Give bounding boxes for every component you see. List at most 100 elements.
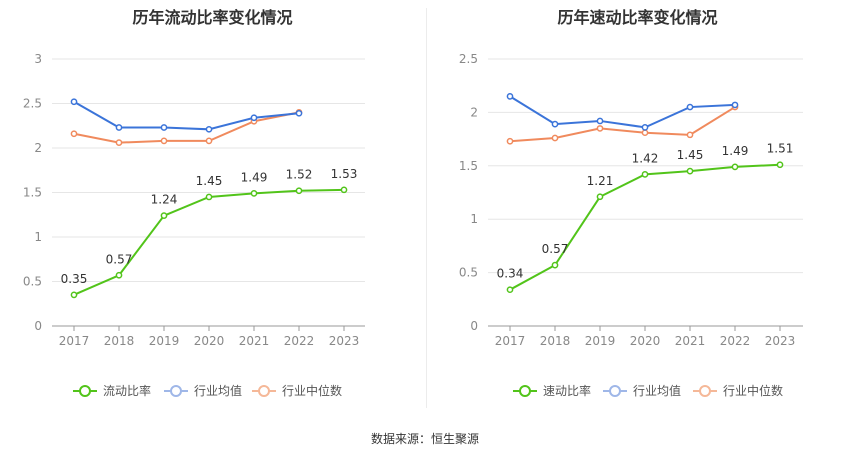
x-tick-label: 2020 [630,334,661,348]
legend-label: 行业中位数 [723,383,783,398]
data-point [340,186,348,194]
data-point [506,137,514,145]
y-tick-label: 2.5 [23,97,42,111]
data-point [70,291,78,299]
data-point [115,271,123,279]
x-tick-label: 2023 [329,334,360,348]
data-point [250,114,258,122]
y-tick-label: 2 [470,105,478,119]
data-label: 1.45 [677,148,704,162]
x-tick-label: 2021 [675,334,706,348]
y-tick-label: 2 [34,141,42,155]
panel-divider [426,8,427,408]
data-point [506,286,514,294]
x-tick-label: 2023 [765,334,796,348]
data-point [115,124,123,131]
data-label: 1.52 [286,168,313,182]
data-point [551,261,559,269]
legend-label: 速动比率 [543,383,591,398]
data-point [686,167,694,175]
data-label: 1.42 [632,151,659,165]
legend-marker [699,385,711,397]
data-label: 1.21 [587,174,614,188]
series-line [73,188,345,296]
data-point [776,161,784,169]
legend-marker [519,385,531,397]
chart-title: 历年速动比率变化情况 [557,8,718,27]
data-point [205,137,213,145]
data-label: 0.35 [61,272,88,286]
data-point [160,137,168,145]
quick-ratio-chart: 0 0.5 1 1.5 2 2.5 2017 2018 2019 2020 2021 2022 2023… [459,52,803,398]
data-point [596,117,604,125]
y-tick-label: 0.5 [459,266,478,280]
data-label: 1.45 [196,174,223,188]
x-tick-label: 2019 [585,334,616,348]
data-label: 1.53 [331,167,358,181]
data-point [70,130,78,138]
x-tick-label: 2021 [239,334,270,348]
data-point [596,125,604,132]
legend-label: 行业中位数 [282,383,342,398]
series-line [73,100,300,131]
data-point [205,193,213,201]
x-tick-label: 2020 [194,334,225,348]
x-tick-label: 2018 [104,334,135,348]
data-label: 1.49 [241,170,268,184]
data-point [551,120,559,128]
data-point [686,131,694,139]
data-point [205,125,213,133]
data-label: 1.51 [767,142,794,156]
data-point [115,139,123,147]
y-tick-label: 0.5 [23,275,42,289]
x-tick-label: 2019 [149,334,180,348]
data-point [160,124,168,131]
data-label: 1.24 [151,193,178,207]
current-ratio-chart-panel: 历年流动比率变化情况 0 0.5 1 1.5 2 2.5 3 2017 2018 2019 2020… [0,0,425,410]
data-point [506,93,514,100]
data-label: 1.49 [722,144,749,158]
data-point [686,103,694,111]
data-point [295,187,303,195]
x-tick-label: 2022 [720,334,751,348]
legend-marker [258,385,270,397]
legend-marker [609,385,621,397]
x-tick-label: 2018 [540,334,571,348]
data-point [731,101,739,109]
data-label: 0.34 [497,267,524,281]
data-point [551,134,559,142]
chart-title: 历年流动比率变化情况 [132,8,293,27]
data-point [295,109,303,117]
data-point [70,98,78,106]
y-tick-label: 0 [34,319,42,333]
data-label: 0.57 [106,252,133,266]
y-tick-label: 3 [34,52,42,66]
legend-marker [170,385,182,397]
series-line [509,106,736,143]
y-tick-label: 1 [470,212,478,226]
data-point [641,124,649,131]
y-tick-label: 1.5 [23,186,42,200]
data-point [731,163,739,171]
data-point [641,170,649,178]
legend-label: 行业均值 [194,383,242,398]
legend-label: 行业均值 [633,383,681,398]
series-line [73,111,300,144]
legend-label: 流动比率 [103,383,151,398]
y-tick-label: 2.5 [459,52,478,66]
data-label: 0.57 [542,242,569,256]
data-point [641,129,649,137]
data-point [596,193,604,201]
data-point [250,190,258,197]
y-tick-label: 0 [470,319,478,333]
series-line [509,163,781,291]
data-source-note: 数据来源：恒生聚源 [370,432,479,446]
y-tick-label: 1 [34,230,42,244]
x-tick-label: 2017 [59,334,90,348]
x-tick-label: 2022 [284,334,315,348]
data-point [160,212,168,219]
series-line [509,95,736,129]
quick-ratio-chart-panel: 历年速动比率变化情况 0 0.5 1 1.5 2 2.5 2017 2018 2019 2020 2… [425,0,850,410]
x-tick-label: 2017 [495,334,526,348]
